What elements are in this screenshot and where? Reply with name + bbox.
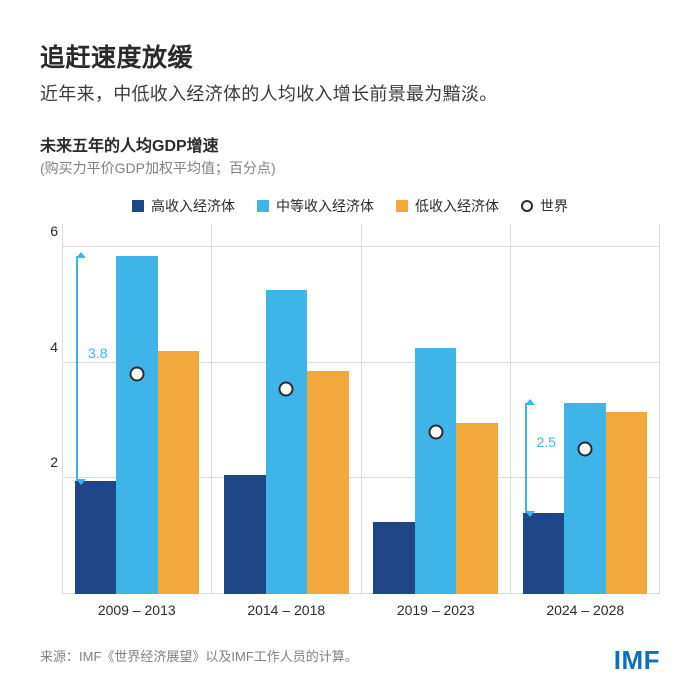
y-tick-label: 2 — [40, 454, 58, 470]
bars — [373, 224, 498, 594]
legend-swatch-low — [396, 200, 408, 212]
chart-title: 未来五年的人均GDP增速 — [40, 132, 660, 156]
plot-area: 2463.82.5 — [62, 224, 660, 594]
world-marker — [428, 425, 443, 440]
bar-low — [307, 371, 349, 594]
legend-item-high: 高收入经济体 — [132, 196, 235, 216]
page-title: 追赶速度放缓 — [40, 38, 660, 74]
bar-group — [511, 224, 660, 594]
bar-groups — [62, 224, 660, 594]
annotation-label: 3.8 — [88, 345, 107, 361]
legend-swatch-world — [521, 200, 533, 212]
page-subtitle: 近年来，中低收入经济体的人均收入增长前景最为黯淡。 — [40, 80, 660, 106]
bar-low — [456, 423, 498, 594]
y-tick-label: 6 — [40, 223, 58, 239]
chart-area: 2 4 6 3.8 2.5 2009 – 20132014 – 20182019 – 2… — [40, 224, 660, 624]
bar-low — [606, 412, 648, 594]
legend-label-middle: 中等收入经济体 — [276, 196, 374, 216]
legend-label-low: 低收入经济体 — [415, 196, 499, 216]
bar-low — [158, 351, 200, 594]
bar-high — [523, 513, 565, 594]
bar-middle — [266, 290, 308, 594]
bar-high — [224, 475, 266, 594]
source-text: 来源：IMF《世界经济展望》以及IMF工作人员的计算。 — [40, 646, 660, 665]
bar-group — [212, 224, 361, 594]
legend-item-middle: 中等收入经济体 — [257, 196, 374, 216]
bars — [75, 224, 200, 594]
bar-middle — [564, 403, 606, 594]
annotation-bracket — [525, 403, 533, 513]
legend-item-low: 低收入经济体 — [396, 196, 499, 216]
chart-subtitle: (购买力平价GDP加权平均值；百分点) — [40, 158, 660, 178]
bar-group — [62, 224, 212, 594]
bar-high — [373, 522, 415, 594]
legend-swatch-middle — [257, 200, 269, 212]
legend-swatch-high — [132, 200, 144, 212]
bars — [224, 224, 349, 594]
world-marker — [130, 367, 145, 382]
bar-group — [362, 224, 511, 594]
world-marker — [577, 442, 592, 457]
bar-middle — [116, 256, 158, 594]
x-axis-labels: 2009 – 20132014 – 20182019 – 20232024 – … — [62, 594, 660, 624]
world-marker — [279, 381, 294, 396]
x-tick-label: 2014 – 2018 — [212, 594, 362, 624]
x-tick-label: 2024 – 2028 — [511, 594, 661, 624]
bars — [523, 224, 648, 594]
x-tick-label: 2009 – 2013 — [62, 594, 212, 624]
y-tick-label: 4 — [40, 339, 58, 355]
legend: 高收入经济体 中等收入经济体 低收入经济体 世界 — [40, 196, 660, 216]
x-tick-label: 2019 – 2023 — [361, 594, 511, 624]
imf-logo: IMF — [614, 645, 660, 676]
legend-item-world: 世界 — [521, 196, 568, 216]
page: 追赶速度放缓 近年来，中低收入经济体的人均收入增长前景最为黯淡。 未来五年的人均… — [0, 0, 700, 700]
legend-label-high: 高收入经济体 — [151, 196, 235, 216]
annotation-bracket — [76, 256, 84, 481]
legend-label-world: 世界 — [540, 196, 568, 216]
annotation-label: 2.5 — [537, 434, 556, 450]
bar-middle — [415, 348, 457, 594]
bar-high — [75, 481, 117, 594]
